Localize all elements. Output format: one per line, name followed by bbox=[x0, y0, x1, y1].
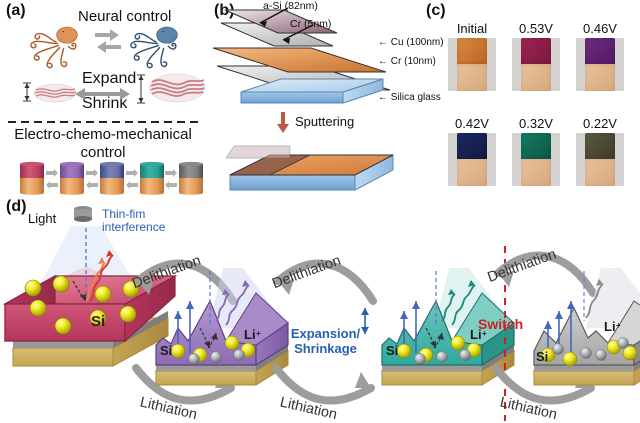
svg-text:Si: Si bbox=[160, 343, 172, 358]
svg-text:+: + bbox=[616, 321, 621, 330]
svg-text:Li: Li bbox=[244, 327, 256, 342]
svg-text:+: + bbox=[256, 329, 261, 338]
svg-text:Delithiation: Delithiation bbox=[270, 253, 343, 293]
svg-text:Si: Si bbox=[536, 349, 548, 364]
svg-text:Li: Li bbox=[604, 319, 616, 334]
svg-text:Si: Si bbox=[91, 313, 105, 330]
svg-text:Si: Si bbox=[386, 343, 398, 358]
